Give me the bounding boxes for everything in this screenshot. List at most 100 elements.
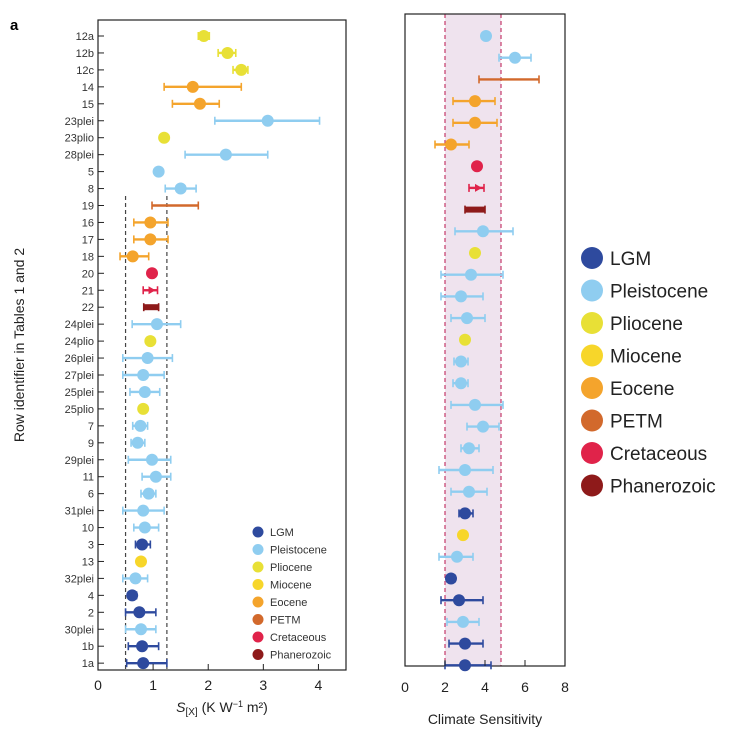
a-point-31 xyxy=(134,555,147,568)
row-label-18: 18 xyxy=(82,251,94,263)
b-point-4 xyxy=(469,116,481,129)
row-label-19: 19 xyxy=(82,201,94,213)
x-tick-label-1: 1 xyxy=(149,677,157,693)
x-tick-label-2: 2 xyxy=(204,677,212,693)
legend-small: LGM Pleistocene Pliocene Miocene Eocene PETM C… xyxy=(252,526,332,662)
a-point-8 xyxy=(152,165,165,178)
row-label-25plio: 25plio xyxy=(65,404,94,416)
b-point-5 xyxy=(445,138,457,151)
a-point-35 xyxy=(134,623,147,636)
x-tick-label-4: 4 xyxy=(315,677,323,693)
legend-label-pliocene: Pliocene xyxy=(610,314,683,335)
b-point-11 xyxy=(465,268,477,281)
a-point-26 xyxy=(149,470,162,483)
a-point-22 xyxy=(137,402,150,415)
row-label-12a: 12a xyxy=(76,31,95,43)
legend-small-label-miocene: Miocene xyxy=(270,580,312,592)
b-point-23 xyxy=(457,529,469,542)
legend-small-marker-cretaceous xyxy=(252,631,264,643)
b-point-29 xyxy=(459,659,471,672)
row-label-12b: 12b xyxy=(76,48,94,60)
legend-small-marker-eocene xyxy=(252,596,264,608)
row-label-1a: 1a xyxy=(82,658,95,670)
row-label-6: 6 xyxy=(88,489,94,501)
row-label-23plei: 23plei xyxy=(65,116,94,128)
legend-small-label-phanerozoic: Phanerozoic xyxy=(270,650,332,662)
legend-marker-pliocene xyxy=(581,312,603,334)
row-label-10: 10 xyxy=(82,523,94,535)
panel-a-marks xyxy=(119,30,321,670)
a-point-20 xyxy=(137,369,150,381)
legend-small-label-eocene: Eocene xyxy=(270,597,307,609)
a-point-1 xyxy=(221,46,234,59)
x-tick-label-b-8: 8 xyxy=(561,679,569,695)
a-point-34 xyxy=(133,606,146,619)
row-label-31plei: 31plei xyxy=(65,506,94,518)
row-label-15: 15 xyxy=(82,99,94,111)
b-point-9 xyxy=(477,225,489,238)
a-point-23 xyxy=(134,419,147,432)
row-label-26plei: 26plei xyxy=(65,353,94,365)
a-point-21 xyxy=(138,385,151,398)
a-point-7 xyxy=(219,148,232,161)
row-label-24plio: 24plio xyxy=(65,336,94,348)
b-point-25 xyxy=(445,572,457,585)
row-label-14: 14 xyxy=(82,82,94,94)
legend-small-marker-miocene xyxy=(252,579,264,590)
row-label-12c: 12c xyxy=(76,65,94,77)
b-point-27 xyxy=(457,615,469,628)
a-point-19 xyxy=(141,352,154,365)
row-label-21: 21 xyxy=(82,285,94,297)
b-point-12 xyxy=(455,290,467,303)
a-point-14 xyxy=(146,267,159,280)
row-label-16: 16 xyxy=(82,217,94,229)
legend-small-marker-pleistocene xyxy=(252,544,264,555)
x-axis-title-b: Climate Sensitivity xyxy=(428,711,542,727)
b-point-17 xyxy=(469,398,481,411)
legend-label-eocene: Eocene xyxy=(610,379,674,400)
legend-marker-pleistocene xyxy=(581,279,603,302)
b-point-1 xyxy=(509,51,521,64)
row-label-27plei: 27plei xyxy=(65,370,94,382)
x-axis-ticks: 0 1 2 3 4 xyxy=(94,664,323,693)
a-point-2 xyxy=(235,63,248,76)
x-tick-label-3: 3 xyxy=(259,677,267,693)
row-label-29plei: 29plei xyxy=(65,455,94,467)
legend-label-pleistocene: Pleistocene xyxy=(610,282,708,303)
row-label-30plei: 30plei xyxy=(65,624,94,636)
row-label-4: 4 xyxy=(88,590,94,602)
x-axis-title: S[X] (K W−1 m²) xyxy=(176,699,268,718)
x-tick-label-b-4: 4 xyxy=(481,679,489,695)
b-point-6 xyxy=(471,160,483,173)
row-label-32plei: 32plei xyxy=(65,573,94,585)
a-point-9 xyxy=(174,182,187,195)
y-axis-title: Row identifier in Tables 1 and 2 xyxy=(11,248,27,443)
a-point-12 xyxy=(144,233,157,246)
b-point-22 xyxy=(459,507,471,520)
legend-marker-cretaceous xyxy=(581,442,603,464)
a-point-13 xyxy=(126,250,139,263)
b-point-15 xyxy=(455,355,467,368)
b-point-21 xyxy=(463,485,475,498)
legend-small-marker-petm xyxy=(252,614,264,625)
legend-large: LGM Pleistocene Pliocene Miocene Eocene PETM C… xyxy=(581,247,716,498)
a-arrow-15 xyxy=(148,286,156,295)
a-point-17 xyxy=(150,318,163,331)
b-point-3 xyxy=(469,95,481,108)
legend-label-miocene: Miocene xyxy=(610,347,682,368)
legend-marker-miocene xyxy=(581,344,603,367)
row-label-9: 9 xyxy=(88,438,94,450)
b-point-24 xyxy=(451,550,463,563)
legend-small-label-lgm: LGM xyxy=(270,527,294,539)
b-arrow-7 xyxy=(475,183,482,192)
row-label-22: 22 xyxy=(82,302,94,314)
legend-label-phanerozoic: Phanerozoic xyxy=(610,477,716,498)
reference-lines xyxy=(124,196,168,670)
b-point-19 xyxy=(463,442,475,455)
panel-b-marks xyxy=(434,30,540,672)
a-point-30 xyxy=(136,538,149,551)
row-label-5: 5 xyxy=(88,167,94,179)
row-label-13: 13 xyxy=(82,556,94,568)
b-point-28 xyxy=(459,637,471,650)
a-point-6 xyxy=(158,131,171,144)
